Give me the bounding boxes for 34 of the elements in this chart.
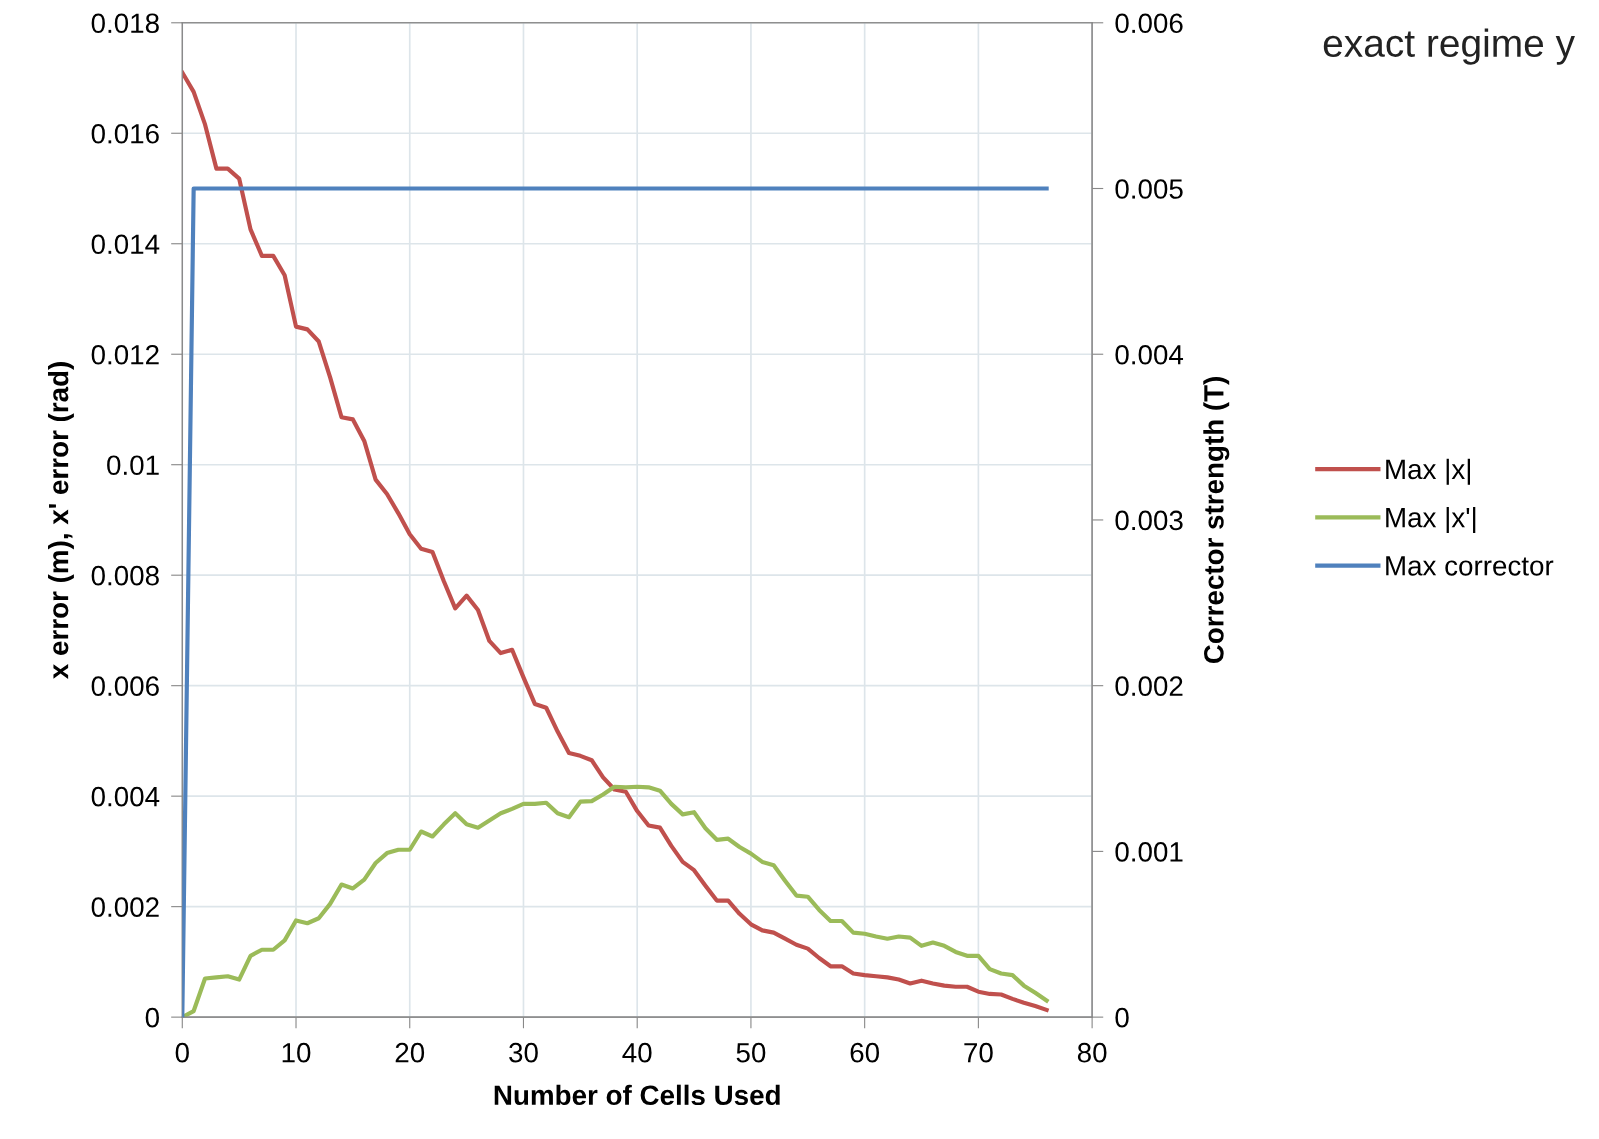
x-tick-label: 70 — [964, 1042, 993, 1063]
x-axis-title: Number of Cells Used — [494, 1084, 780, 1106]
legend-label: Max corrector — [1386, 556, 1554, 576]
legend-label: Max |x| — [1386, 458, 1470, 485]
y-tick-label: 0.004 — [91, 786, 160, 807]
x-tick-label: 0 — [175, 1042, 189, 1063]
y2-tick-label: 0 — [1115, 1007, 1129, 1028]
y-tick-label: 0.018 — [91, 13, 159, 34]
x-tick-label: 10 — [282, 1042, 311, 1063]
x-tick-label: 30 — [509, 1042, 538, 1063]
y-axis-title: x error (m), x' error (rad) — [48, 362, 74, 679]
x-tick-label: 60 — [850, 1042, 880, 1063]
y-tick-label: 0.016 — [91, 123, 159, 144]
y2-tick-label: 0.002 — [1115, 676, 1183, 697]
legend-label: Max |x'| — [1386, 507, 1476, 534]
text: exact regime y — [1323, 28, 1575, 65]
x-tick-label: 50 — [736, 1042, 766, 1063]
x-tick-label: 80 — [1077, 1042, 1107, 1063]
y2-tick-label: 0.003 — [1115, 510, 1183, 531]
y-tick-label: 0.012 — [91, 344, 159, 365]
x-tick-label: 20 — [395, 1042, 425, 1063]
y-tick-label: 0 — [145, 1007, 159, 1028]
y-tick-label: 0.008 — [91, 565, 159, 586]
y2-tick-label: 0.001 — [1115, 842, 1183, 862]
y-tick-label: 0.01 — [107, 455, 159, 476]
y-tick-label: 0.002 — [91, 897, 159, 917]
y-tick-label: 0.006 — [91, 676, 159, 697]
y2-tick-label: 0.005 — [1115, 179, 1183, 199]
y2-tick-label: 0.006 — [1115, 13, 1183, 34]
y2-axis-title: Corrector strength (T) — [1203, 377, 1230, 664]
y2-tick-label: 0.004 — [1115, 344, 1184, 365]
x-tick-label: 40 — [622, 1042, 652, 1063]
y-tick-label: 0.014 — [91, 234, 160, 255]
line-series — [182, 784, 1049, 1018]
